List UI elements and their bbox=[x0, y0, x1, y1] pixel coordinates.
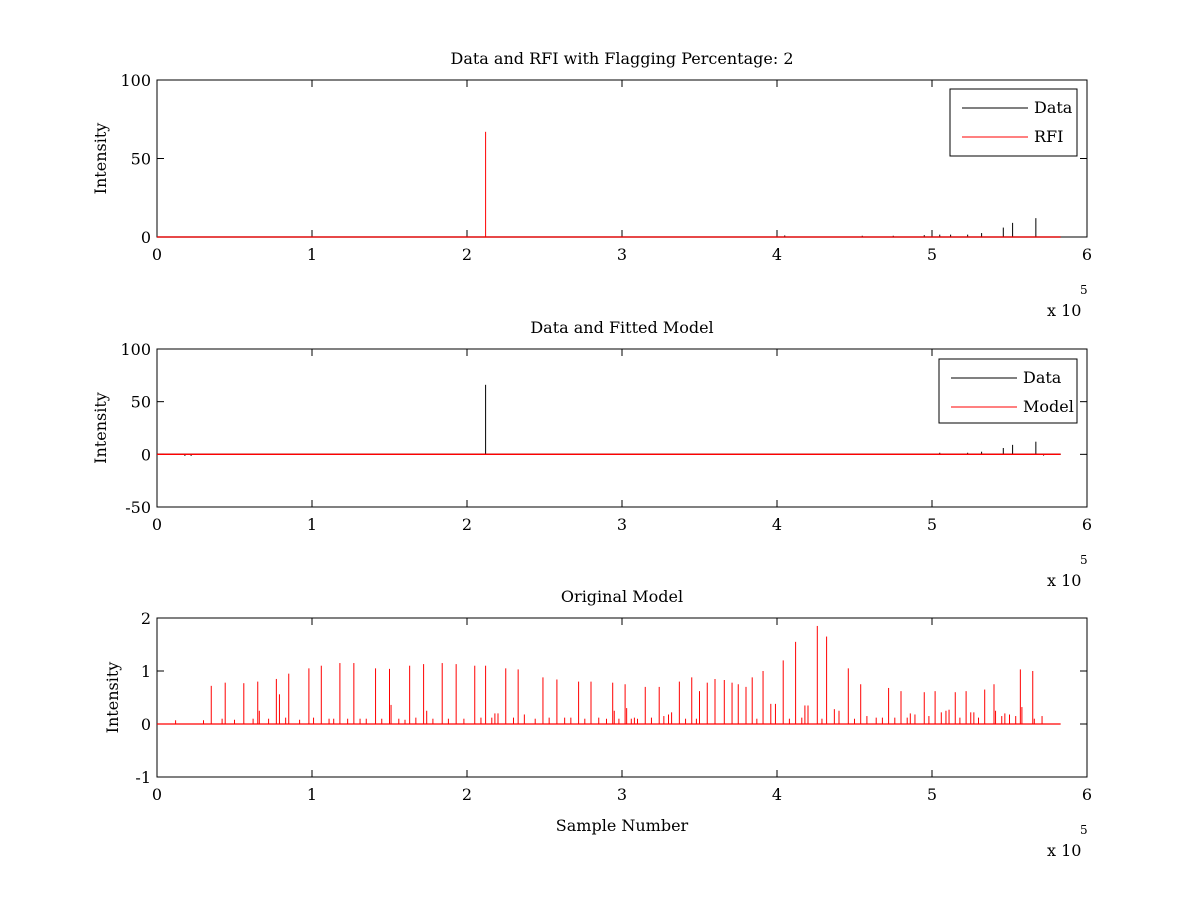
legend-label: RFI bbox=[1034, 127, 1063, 146]
chart-title: Data and RFI with Flagging Percentage: 2 bbox=[450, 49, 793, 68]
y-tick-label: 1 bbox=[141, 662, 151, 681]
x-tick-label: 6 bbox=[1082, 245, 1092, 264]
x-tick-label: 3 bbox=[617, 785, 627, 804]
legend-box bbox=[949, 88, 1078, 157]
x-tick-label: 1 bbox=[307, 515, 317, 534]
x-tick-label: 2 bbox=[462, 785, 472, 804]
y-tick-label: -50 bbox=[125, 498, 151, 517]
y-tick-label: 50 bbox=[131, 393, 151, 412]
x-tick-label: 2 bbox=[462, 515, 472, 534]
x-tick-label: 2 bbox=[462, 245, 472, 264]
legend-label: Model bbox=[1023, 397, 1074, 416]
y-tick-label: 2 bbox=[141, 609, 151, 628]
x-exponent-power: 5 bbox=[1080, 823, 1088, 837]
x-tick-label: 0 bbox=[152, 515, 162, 534]
legend: Data RFI bbox=[949, 88, 1078, 157]
series-data bbox=[157, 218, 1061, 238]
x-tick-label: 3 bbox=[617, 245, 627, 264]
legend-box bbox=[938, 358, 1078, 424]
y-tick-label: 0 bbox=[141, 445, 151, 464]
y-tick-label: -1 bbox=[135, 768, 151, 787]
x-tick-label: 0 bbox=[152, 785, 162, 804]
legend-label: Data bbox=[1034, 98, 1073, 117]
x-tick-label: 5 bbox=[927, 245, 937, 264]
chart-title: Original Model bbox=[561, 587, 683, 606]
x-exponent-power: 5 bbox=[1080, 553, 1088, 567]
y-tick-label: 100 bbox=[120, 340, 151, 359]
y-axis-label: Intensity bbox=[103, 662, 122, 734]
legend-label: Data bbox=[1023, 368, 1062, 387]
x-exponent-label: x 10 bbox=[1047, 841, 1081, 860]
x-exponent-label: x 10 bbox=[1047, 571, 1081, 590]
x-tick-label: 5 bbox=[927, 785, 937, 804]
subplot-1: 0 1 2 3 4 5 6 0 50 100 x 10 5 Data and RFI with Flag… bbox=[91, 49, 1092, 320]
x-tick-label: 1 bbox=[307, 245, 317, 264]
x-tick-label: 6 bbox=[1082, 785, 1092, 804]
series-rfi bbox=[157, 131, 1061, 238]
chart-title: Data and Fitted Model bbox=[530, 318, 713, 337]
y-tick-label: 0 bbox=[141, 715, 151, 734]
series-data bbox=[157, 384, 1061, 456]
x-tick-label: 4 bbox=[772, 245, 782, 264]
y-tick-label: 50 bbox=[131, 150, 151, 169]
x-exponent-label: x 10 bbox=[1047, 301, 1081, 320]
y-axis-label: Intensity bbox=[91, 123, 110, 195]
x-tick-label: 0 bbox=[152, 245, 162, 264]
axes-box bbox=[156, 617, 1088, 778]
x-tick-label: 4 bbox=[772, 515, 782, 534]
legend: Data Model bbox=[938, 358, 1078, 424]
x-tick-label: 5 bbox=[927, 515, 937, 534]
x-tick-label: 4 bbox=[772, 785, 782, 804]
axes-box bbox=[156, 79, 1088, 238]
y-tick-label: 0 bbox=[141, 228, 151, 247]
y-tick-label: 100 bbox=[120, 71, 151, 90]
x-exponent-power: 5 bbox=[1080, 283, 1088, 297]
series-model bbox=[157, 625, 1061, 725]
x-tick-label: 6 bbox=[1082, 515, 1092, 534]
x-tick-label: 3 bbox=[617, 515, 627, 534]
x-axis-label: Sample Number bbox=[556, 816, 689, 835]
x-tick-label: 1 bbox=[307, 785, 317, 804]
y-axis-label: Intensity bbox=[91, 392, 110, 464]
